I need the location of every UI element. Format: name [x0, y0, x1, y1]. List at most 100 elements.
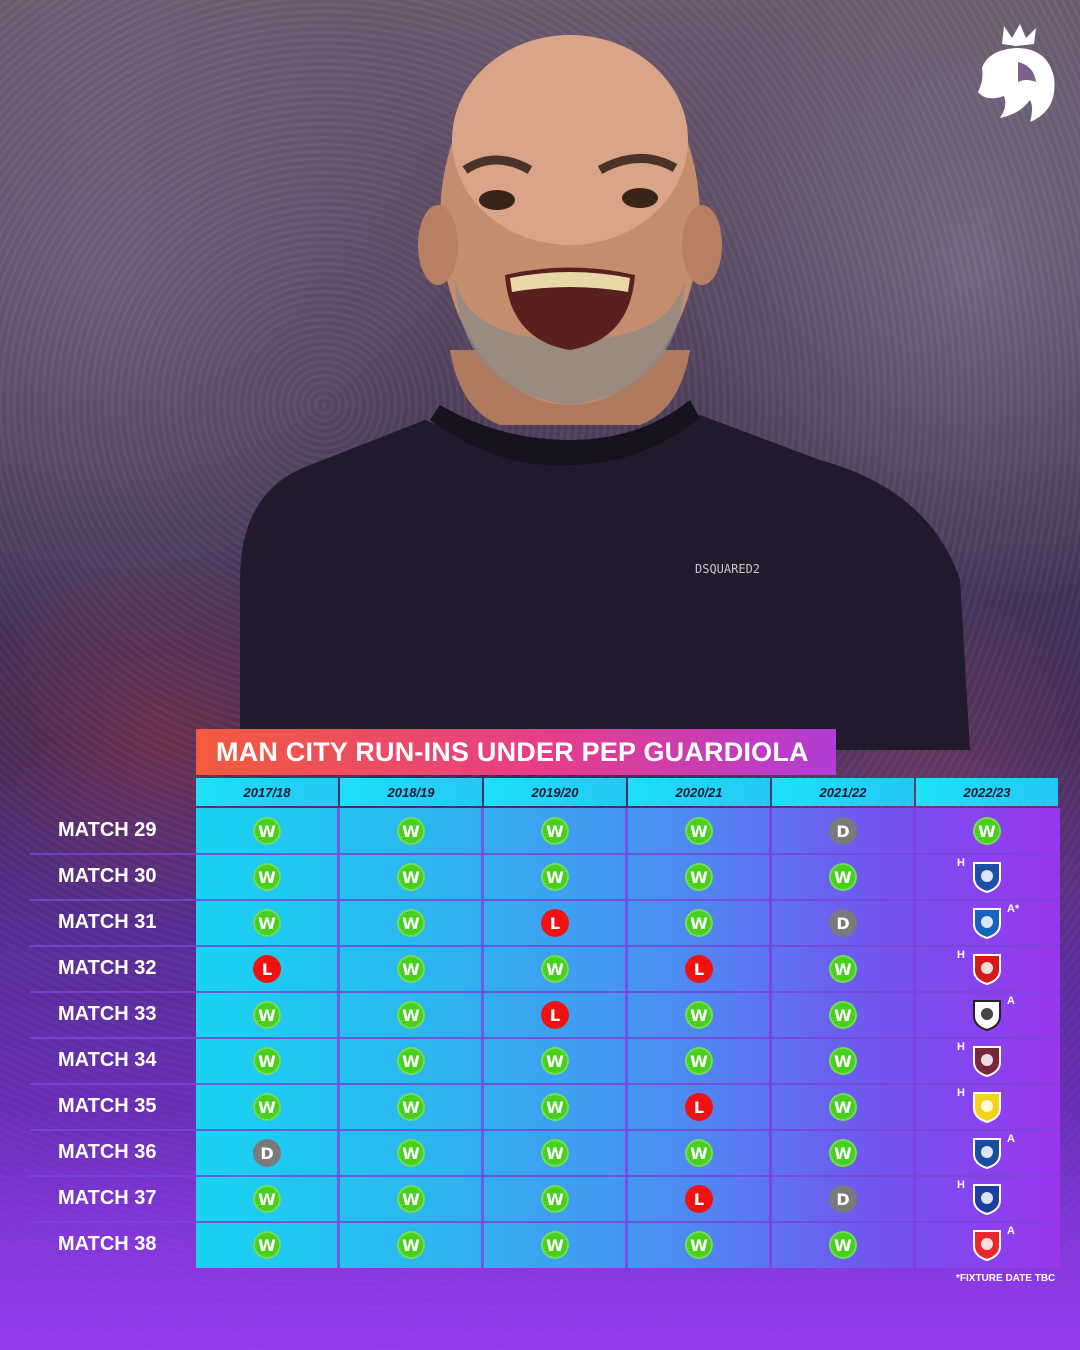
result-badge-win: W	[541, 1139, 569, 1167]
match-label: MATCH 29	[58, 819, 157, 841]
result-badge-win: W	[829, 1047, 857, 1075]
result-badge-loss: L	[685, 955, 713, 983]
premier-league-logo	[978, 24, 1055, 122]
match-label: MATCH 36	[58, 1141, 157, 1163]
result-badge-win: W	[829, 955, 857, 983]
opponent-crest-icon	[971, 998, 1003, 1032]
row-divider	[30, 1175, 1060, 1177]
opponent-crest-icon	[971, 906, 1003, 940]
result-badge-win: W	[397, 909, 425, 937]
coach-photo: DSQUARED2	[240, 35, 970, 750]
venue-home: H	[957, 949, 965, 961]
row-divider	[30, 945, 1060, 947]
result-badge-win: W	[397, 1001, 425, 1029]
opponent-crest-icon	[971, 1136, 1003, 1170]
match-label: MATCH 32	[58, 957, 157, 979]
result-badge-loss: L	[253, 955, 281, 983]
row-divider	[30, 899, 1060, 901]
footnote: *FIXTURE DATE TBC	[956, 1273, 1056, 1284]
result-badge-loss: L	[541, 909, 569, 937]
result-badge-win: W	[685, 1001, 713, 1029]
result-badge-win: W	[541, 1231, 569, 1259]
season-header-2019-20: 2019/20	[484, 778, 626, 806]
result-badge-win: W	[541, 1185, 569, 1213]
result-badge-loss: L	[685, 1093, 713, 1121]
row-divider	[30, 991, 1060, 993]
result-badge-win: W	[397, 1185, 425, 1213]
result-badge-win: W	[541, 817, 569, 845]
opponent-crest-icon	[971, 1044, 1003, 1078]
match-label: MATCH 38	[58, 1233, 157, 1255]
match-label: MATCH 34	[58, 1049, 157, 1071]
result-badge-win: W	[685, 817, 713, 845]
venue-home: H	[957, 1087, 965, 1099]
opponent-crest-icon	[971, 952, 1003, 986]
result-badge-win: W	[541, 1093, 569, 1121]
season-header-2020-21: 2020/21	[628, 778, 770, 806]
row-divider	[30, 1221, 1060, 1223]
result-badge-win: W	[829, 863, 857, 891]
result-badge-loss: L	[541, 1001, 569, 1029]
result-badge-win: W	[397, 955, 425, 983]
result-badge-win: W	[253, 1231, 281, 1259]
opponent-crest-icon	[971, 1182, 1003, 1216]
result-badge-draw: D	[253, 1139, 281, 1167]
venue-away: A	[1007, 995, 1015, 1007]
season-header-2017-18: 2017/18	[196, 778, 338, 806]
result-badge-win: W	[685, 1231, 713, 1259]
season-header-2022-23: 2022/23	[916, 778, 1058, 806]
opponent-crest-icon	[971, 1090, 1003, 1124]
shirt-logo-text: DSQUARED2	[695, 562, 760, 576]
result-badge-win: W	[829, 1231, 857, 1259]
result-badge-win: W	[253, 909, 281, 937]
result-badge-win: W	[253, 1047, 281, 1075]
result-badge-win: W	[253, 1185, 281, 1213]
opponent-crest-icon	[971, 1228, 1003, 1262]
row-divider	[30, 1129, 1060, 1131]
venue-home: H	[957, 1041, 965, 1053]
result-badge-draw: D	[829, 909, 857, 937]
result-badge-draw: D	[829, 817, 857, 845]
result-badge-win: W	[973, 817, 1001, 845]
result-badge-win: W	[685, 1047, 713, 1075]
result-badge-win: W	[541, 863, 569, 891]
result-badge-win: W	[829, 1093, 857, 1121]
match-label: MATCH 35	[58, 1095, 157, 1117]
match-label: MATCH 33	[58, 1003, 157, 1025]
result-badge-win: W	[541, 955, 569, 983]
result-badge-win: W	[253, 817, 281, 845]
season-header-2018-19: 2018/19	[340, 778, 482, 806]
result-badge-win: W	[685, 909, 713, 937]
venue-home: H	[957, 1179, 965, 1191]
match-label: MATCH 31	[58, 911, 157, 933]
venue-home: H	[957, 857, 965, 869]
title-banner	[196, 729, 836, 775]
result-badge-win: W	[397, 863, 425, 891]
result-badge-win: W	[397, 817, 425, 845]
opponent-crest-icon	[971, 860, 1003, 894]
result-badge-loss: L	[685, 1185, 713, 1213]
result-badge-win: W	[397, 1231, 425, 1259]
result-badge-win: W	[685, 1139, 713, 1167]
result-badge-win: W	[829, 1001, 857, 1029]
row-divider	[30, 1037, 1060, 1039]
result-badge-win: W	[397, 1047, 425, 1075]
venue-away: A*	[1007, 903, 1020, 915]
result-badge-win: W	[541, 1047, 569, 1075]
season-header-2021-22: 2021/22	[772, 778, 914, 806]
venue-away: A	[1007, 1225, 1015, 1237]
result-badge-win: W	[397, 1093, 425, 1121]
result-badge-win: W	[685, 863, 713, 891]
row-divider	[30, 1083, 1060, 1085]
match-label: MATCH 30	[58, 865, 157, 887]
result-badge-win: W	[253, 1093, 281, 1121]
result-badge-win: W	[829, 1139, 857, 1167]
match-label: MATCH 37	[58, 1187, 157, 1209]
result-badge-win: W	[397, 1139, 425, 1167]
venue-away: A	[1007, 1133, 1015, 1145]
result-badge-win: W	[253, 1001, 281, 1029]
graphic-title: MAN CITY RUN-INS UNDER PEP GUARDIOLA	[216, 737, 809, 767]
result-badge-draw: D	[829, 1185, 857, 1213]
row-divider	[30, 853, 1060, 855]
result-badge-win: W	[253, 863, 281, 891]
